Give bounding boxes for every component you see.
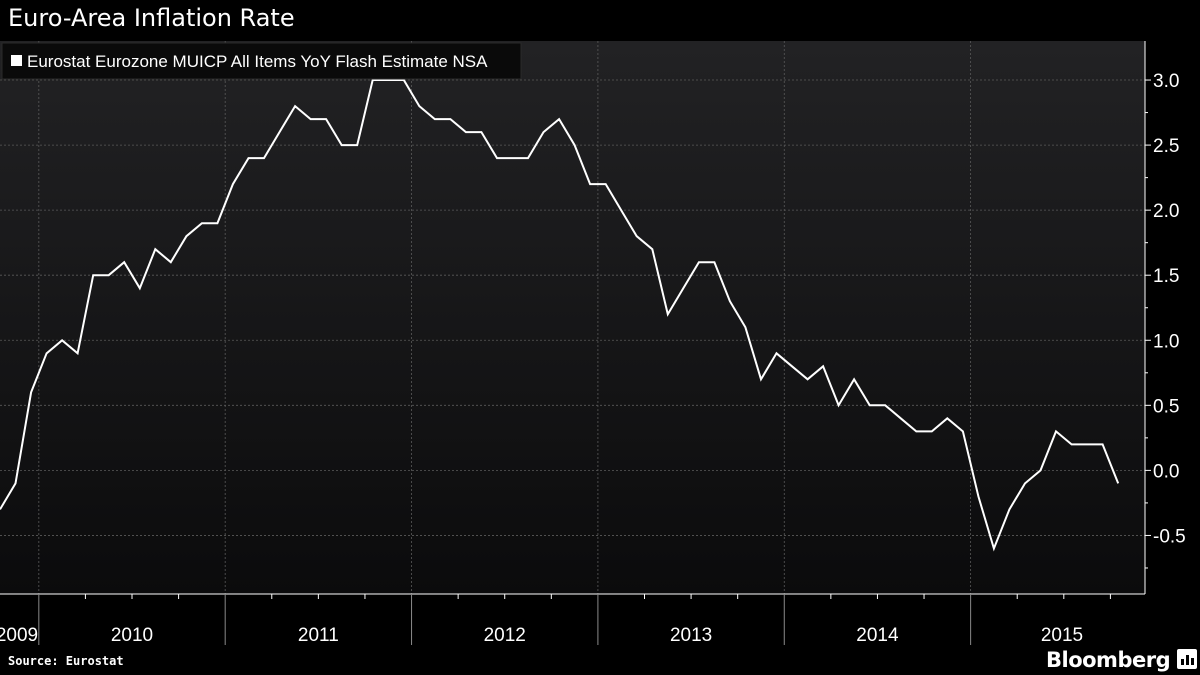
gridlines [0, 41, 1145, 594]
y-tick-label: 0.5 [1153, 396, 1179, 417]
x-tick-label: 2010 [111, 625, 153, 646]
legend[interactable]: Eurostat Eurozone MUICP All Items YoY Fl… [1, 42, 522, 80]
x-tick-label: 2011 [298, 625, 339, 646]
y-tick-label: 2.5 [1153, 136, 1179, 157]
y-tick-label: 2.0 [1153, 201, 1179, 222]
x-tick-label: 2009 [0, 625, 38, 646]
bloomberg-logo: Bloomberg [1046, 648, 1171, 672]
legend-label: Eurostat Eurozone MUICP All Items YoY Fl… [27, 52, 488, 71]
series-layer [0, 79, 1120, 552]
y-tick-label: 1.5 [1153, 266, 1179, 287]
x-tick-label: 2014 [856, 625, 899, 646]
legend-box [1, 42, 522, 80]
legend-swatch [11, 55, 22, 66]
axes: -0.5 0.0 0.5 1.0 1.5 2.0 2.5 3.0 2009 2010 2011 201… [0, 41, 1186, 646]
y-tick-label: 3.0 [1153, 71, 1179, 92]
bloomberg-terminal-icon [1177, 649, 1197, 669]
y-tick-label: 0.0 [1153, 461, 1179, 482]
y-tick-label: -0.5 [1153, 526, 1186, 547]
series-line [0, 79, 1120, 552]
x-tick-label: 2013 [670, 625, 712, 646]
chart-title: Euro-Area Inflation Rate [8, 4, 295, 32]
plot-area [0, 41, 1145, 594]
x-tick-label: 2015 [1041, 625, 1083, 646]
y-tick-label: 1.0 [1153, 331, 1179, 352]
x-tick-label: 2012 [484, 625, 526, 646]
source-note: Source: Eurostat [8, 654, 124, 668]
